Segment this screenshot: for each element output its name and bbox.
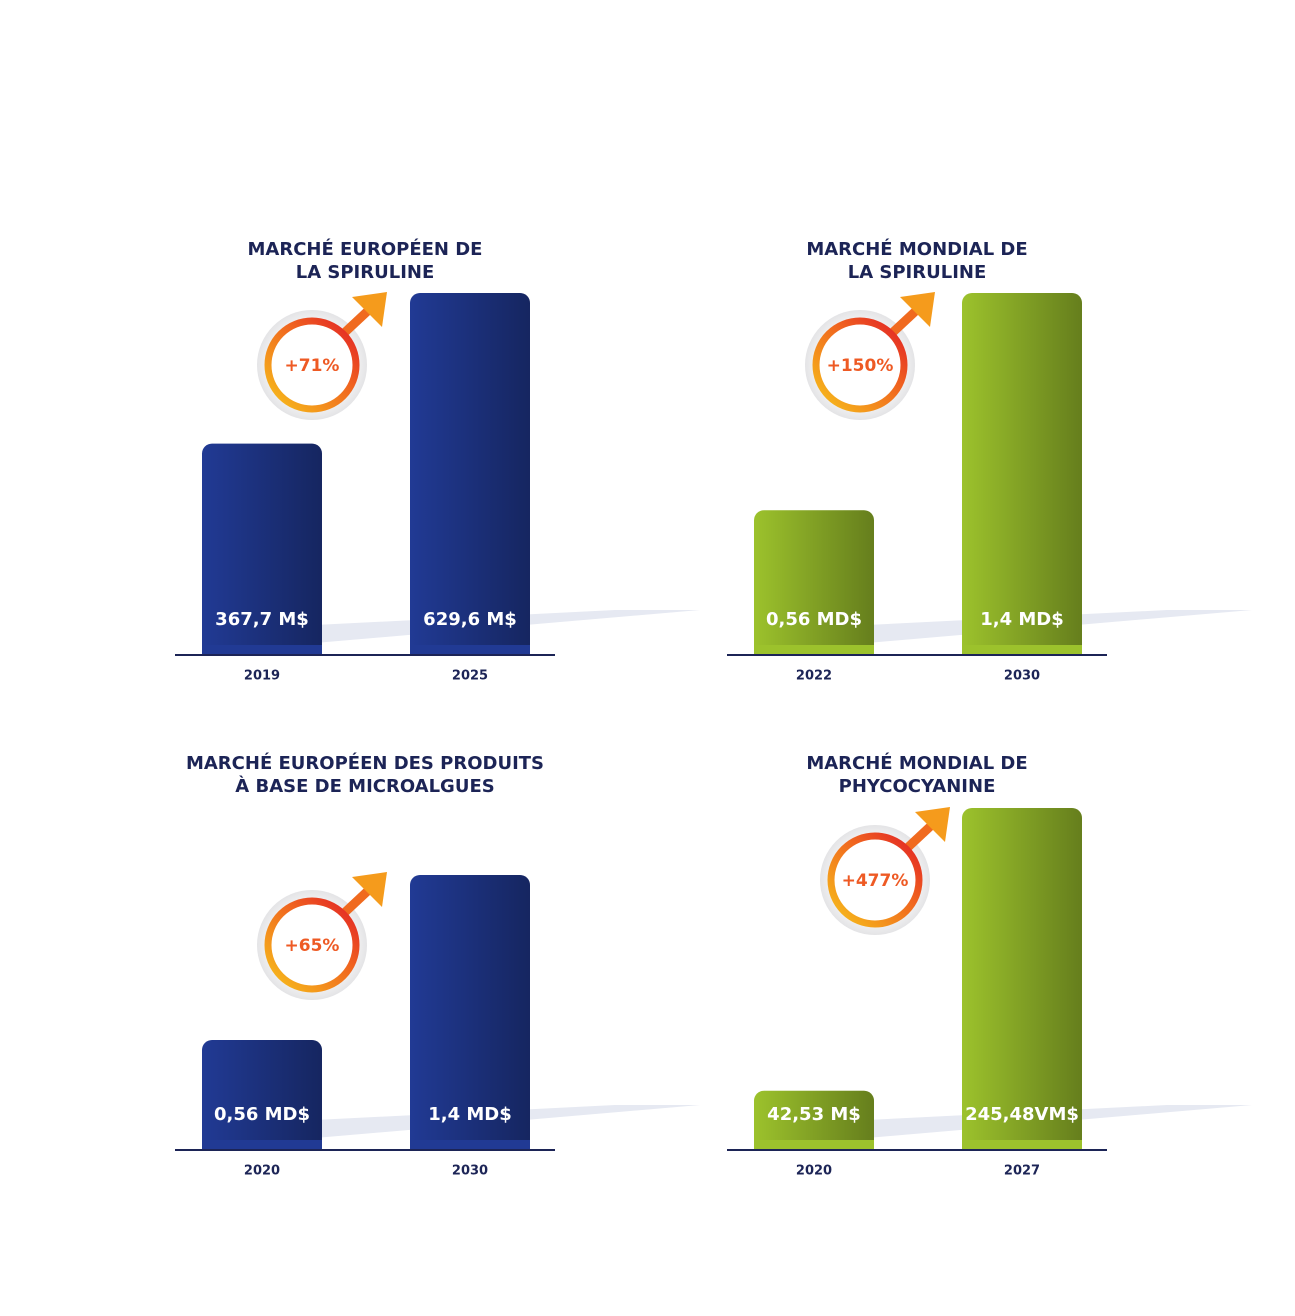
growth-label: +71% xyxy=(285,356,340,376)
value-label: 1,4 MD$ xyxy=(980,609,1064,630)
chart-title: MARCHÉ EUROPÉEN DE LA SPIRULINE xyxy=(247,239,483,283)
value-label: 0,56 MD$ xyxy=(766,609,862,630)
x-tick-label: 2022 xyxy=(796,669,832,684)
chart-title: MARCHÉ EUROPÉEN DES PRODUITS À BASE DE M… xyxy=(185,753,545,797)
bar-foot xyxy=(410,1140,530,1150)
x-tick-label: 2019 xyxy=(244,669,280,684)
x-tick-label: 2020 xyxy=(244,1164,280,1179)
bar-shade xyxy=(410,293,530,655)
x-tick-label: 2020 xyxy=(796,1164,832,1179)
value-label: 0,56 MD$ xyxy=(214,1104,310,1125)
bar-foot xyxy=(962,645,1082,655)
bar-shade xyxy=(410,875,530,1150)
bar-shade xyxy=(202,443,322,655)
growth-label: +477% xyxy=(842,871,909,891)
bar-foot xyxy=(754,645,874,655)
badge-ring xyxy=(812,317,908,413)
bar-foot xyxy=(202,645,322,655)
value-label: 245,48VM$ xyxy=(965,1104,1079,1125)
x-tick-label: 2025 xyxy=(452,669,488,684)
bar-shade xyxy=(754,1090,874,1150)
bar-foot xyxy=(202,1140,322,1150)
badge-ring xyxy=(264,897,360,993)
badge-arrowhead xyxy=(352,292,387,327)
chart-title: MARCHÉ MONDIAL DE LA SPIRULINE xyxy=(806,239,1028,283)
bar-shade xyxy=(202,1040,322,1150)
value-label: 367,7 M$ xyxy=(215,609,309,630)
badge-arrowhead xyxy=(915,807,950,842)
badge-ring xyxy=(827,832,923,928)
bar-shade xyxy=(962,293,1082,655)
bar-shade xyxy=(754,510,874,655)
value-label: 629,6 M$ xyxy=(423,609,517,630)
chart-title: MARCHÉ MONDIAL DE PHYCOCYANINE xyxy=(806,753,1028,797)
bar-foot xyxy=(962,1140,1082,1150)
bar-foot xyxy=(754,1140,874,1150)
value-label: 42,53 M$ xyxy=(767,1104,861,1125)
x-tick-label: 2027 xyxy=(1004,1164,1040,1179)
growth-label: +150% xyxy=(827,356,894,376)
x-tick-label: 2030 xyxy=(1004,669,1040,684)
badge-arrowhead xyxy=(900,292,935,327)
x-tick-label: 2030 xyxy=(452,1164,488,1179)
badge-ring xyxy=(264,317,360,413)
value-label: 1,4 MD$ xyxy=(428,1104,512,1125)
growth-label: +65% xyxy=(285,936,340,956)
bar-foot xyxy=(410,645,530,655)
bar-shade xyxy=(962,808,1082,1150)
badge-arrowhead xyxy=(352,872,387,907)
